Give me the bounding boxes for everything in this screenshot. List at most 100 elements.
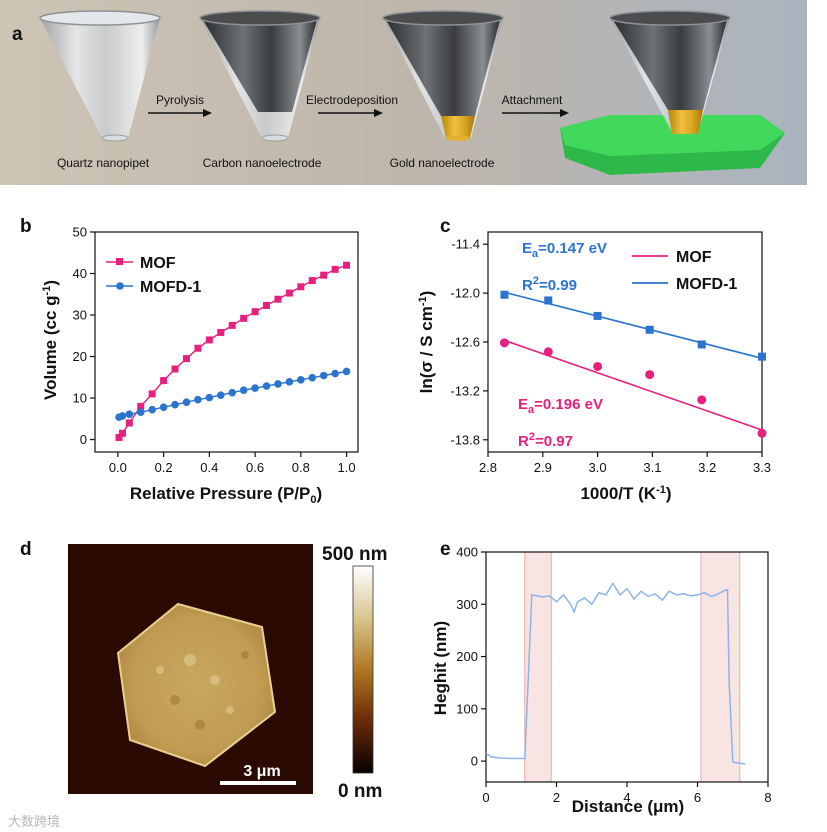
- b-mof-point: [240, 314, 248, 322]
- b-mofd-point: [239, 386, 248, 394]
- b-mof-point: [217, 328, 225, 336]
- c-mof-point: [757, 428, 767, 438]
- b-mofd-point: [118, 412, 127, 420]
- e-ytick-label: 400: [456, 545, 478, 560]
- c-mofd-point: [593, 311, 602, 320]
- b-mofd-point: [319, 371, 328, 380]
- b-mof-point: [263, 301, 271, 309]
- step-label-quartz: Quartz nanopipet: [57, 156, 150, 170]
- b-legend-mofd: MOFD-1: [140, 279, 201, 296]
- c-xtick-label: 2.8: [479, 460, 497, 475]
- panel-label-b: b: [20, 216, 32, 237]
- e-height-profile-line: [485, 581, 746, 765]
- arrow-electrodeposition: Electrodeposition: [306, 93, 398, 117]
- c-axis-ticks: 2.8 2.9 3.0 3.1 3.2 3.3 -11.4 -12.0 -12.6 -13.2 -1…: [450, 237, 771, 475]
- b-xlabel: Relative Pressure (P/P0): [130, 484, 322, 506]
- carbon-nanoelectrode-drawing: [199, 10, 321, 142]
- b-mof-point: [320, 271, 328, 279]
- b-xtick-label: 0.8: [292, 460, 310, 475]
- c-mofd-point: [544, 296, 553, 305]
- c-annotation-mofd-ea: Ea=0.147 eV: [522, 240, 607, 260]
- b-mofd-point: [331, 369, 339, 378]
- b-mof-point: [182, 355, 190, 363]
- c-mofd-point: [645, 325, 654, 334]
- step-label-gold: Gold nanoelectrode: [390, 156, 495, 170]
- e-ylabel: Heghit (nm): [431, 621, 450, 715]
- b-ytick-label: 20: [73, 349, 87, 364]
- b-mofd-point: [205, 393, 214, 402]
- c-legend: MOF MOFD-1: [632, 249, 737, 293]
- b-ytick-label: 50: [73, 225, 87, 240]
- c-xtick-label: 3.3: [753, 460, 771, 475]
- e-highlight-band: [701, 552, 740, 782]
- c-xtick-label: 2.9: [534, 460, 552, 475]
- panel-e-chart: e 0 2 4 6 8 0 100 200 300 400 Distance (μm) Heghi…: [431, 539, 772, 816]
- b-ytick-label: 30: [73, 308, 87, 323]
- c-annotation-mof-ea: Ea=0.196 eV: [518, 396, 603, 416]
- b-legend-mof-marker: [116, 258, 123, 265]
- c-legend-mof: MOF: [676, 249, 712, 266]
- b-mof-point: [251, 308, 259, 316]
- e-ytick-label: 300: [456, 597, 478, 612]
- b-mof-point: [331, 265, 339, 273]
- c-mof-point: [543, 347, 553, 357]
- arrow-attachment: Attachment: [502, 93, 569, 117]
- panel-label-a: a: [12, 24, 23, 45]
- b-mofd-point: [125, 410, 134, 419]
- b-mofd-point: [159, 403, 168, 411]
- gold-nanoelectrode-drawing: [382, 10, 504, 141]
- e-ytick-label: 200: [456, 649, 478, 664]
- b-mof-point: [274, 295, 282, 303]
- b-xtick-label: 1.0: [338, 460, 356, 475]
- panel-a-scheme: a: [0, 0, 807, 185]
- c-xtick-label: 3.0: [589, 460, 607, 475]
- b-xtick-label: 0.0: [109, 460, 127, 475]
- c-series: [499, 290, 767, 438]
- c-ytick-label: -13.2: [450, 383, 480, 398]
- b-mofd-point: [216, 391, 225, 399]
- c-mof-point: [593, 361, 603, 371]
- b-mof-point: [297, 283, 305, 291]
- c-ytick-label: -13.8: [450, 432, 480, 447]
- colorbar-top-label: 500 nm: [322, 544, 387, 565]
- panel-label-c: c: [440, 216, 451, 237]
- c-mofd-point: [500, 290, 509, 299]
- b-mofd-line: [118, 370, 347, 418]
- arrow-label-pyrolysis: Pyrolysis: [156, 93, 204, 107]
- quartz-nanopipet-drawing: [39, 10, 161, 142]
- b-series: [115, 261, 351, 441]
- b-mofd-point: [194, 395, 202, 404]
- panel-d-afm-image: d 3 μm 500 nm 0 nm: [20, 539, 387, 802]
- b-mofd-point: [342, 367, 351, 376]
- arrow-pyrolysis: Pyrolysis: [148, 93, 212, 117]
- e-ytick-label: 100: [456, 701, 478, 716]
- e-highlight-bands: [524, 552, 741, 782]
- b-mofd-point: [274, 380, 282, 388]
- c-annotation-mofd-r2: R2=0.99: [522, 275, 577, 294]
- b-mof-point: [343, 261, 351, 269]
- e-xlabel: Distance (μm): [572, 797, 684, 816]
- b-mof-point: [285, 289, 293, 297]
- c-mofd-point: [758, 352, 766, 361]
- arrow-label-attachment: Attachment: [502, 93, 563, 107]
- c-xtick-label: 3.1: [643, 460, 661, 475]
- e-xtick-label: 8: [764, 790, 771, 805]
- e-xtick-label: 6: [694, 790, 701, 805]
- b-mof-point: [308, 277, 316, 285]
- panel-b-chart: b 0.0 0.2 0.4 0.6 0.8 1.0 0 10 20 30 40 50 MOF MOFD…: [20, 216, 359, 506]
- c-mof-fit-line: [504, 339, 763, 431]
- c-mofd-point: [697, 340, 706, 349]
- colorbar: [352, 565, 374, 774]
- b-mof-point: [125, 419, 133, 427]
- b-mofd-point: [171, 400, 179, 409]
- b-mof-line: [118, 264, 347, 438]
- attached-electrode-drawing: [560, 10, 785, 175]
- e-xtick-label: 2: [553, 790, 560, 805]
- afm-surface-texture: [156, 651, 249, 730]
- b-mofd-point: [308, 373, 317, 382]
- e-axis-ticks: 0 2 4 6 8 0 100 200 300 400: [456, 545, 771, 806]
- c-xlabel: 1000/T (K-1): [580, 484, 671, 503]
- b-mof-point: [148, 390, 156, 398]
- c-mof-point: [697, 395, 707, 405]
- b-mofd-point: [182, 398, 191, 406]
